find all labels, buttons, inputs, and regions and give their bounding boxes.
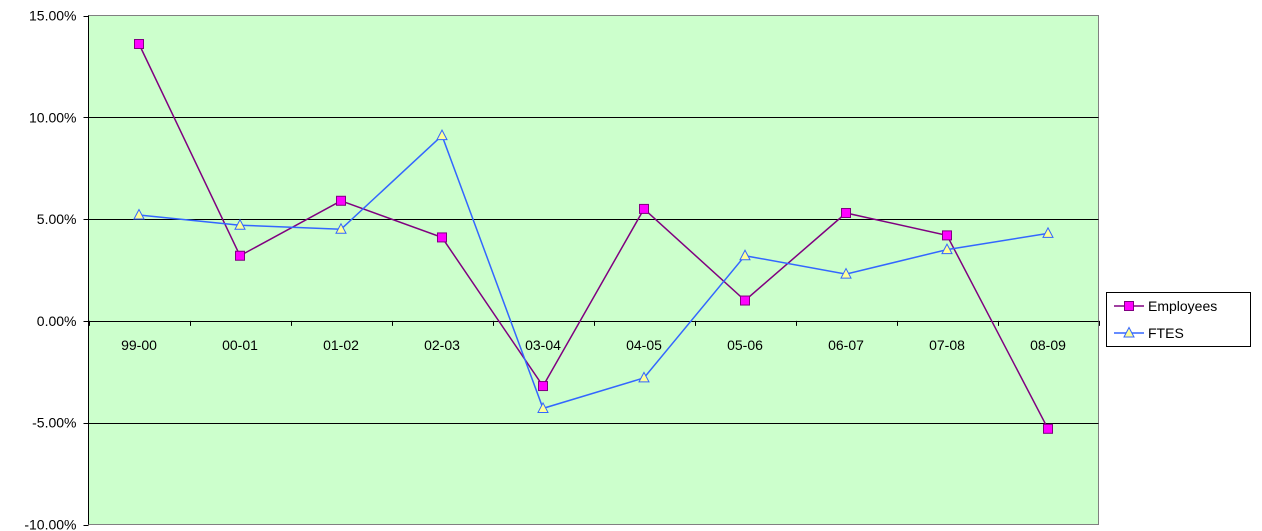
x-tick-label: 04-05 <box>626 337 662 353</box>
y-tick-label: 15.00% <box>29 8 76 24</box>
legend-label-employees: Employees <box>1148 298 1217 314</box>
data-point-employees <box>236 251 245 260</box>
x-tick-label: 06-07 <box>828 337 864 353</box>
data-point-employees <box>337 196 346 205</box>
legend-label-ftes: FTES <box>1148 325 1184 341</box>
y-tick-label: 10.00% <box>29 109 76 125</box>
y-axis-tick-labels: 15.00% 10.00% 5.00% 0.00% -5.00% -10.00% <box>24 8 76 531</box>
y-tick-label: 5.00% <box>37 211 77 227</box>
data-point-employees <box>539 382 548 391</box>
x-tick-label: 01-02 <box>323 337 359 353</box>
data-point-employees <box>842 208 851 217</box>
legend-marker-employees <box>1125 302 1134 311</box>
data-point-employees <box>438 233 447 242</box>
x-tick-label: 03-04 <box>525 337 561 353</box>
x-tick-label: 08-09 <box>1030 337 1066 353</box>
data-point-employees <box>943 231 952 240</box>
plot-area <box>89 16 1099 525</box>
data-point-employees <box>741 296 750 305</box>
data-point-employees <box>640 204 649 213</box>
x-tick-label: 99-00 <box>121 337 157 353</box>
y-tick-label: 0.00% <box>37 313 77 329</box>
legend: Employees FTES <box>1107 293 1251 347</box>
x-tick-label: 00-01 <box>222 337 258 353</box>
x-tick-label: 07-08 <box>929 337 965 353</box>
data-point-employees <box>135 40 144 49</box>
y-tick-label: -5.00% <box>32 415 76 431</box>
x-tick-label: 02-03 <box>424 337 460 353</box>
data-point-employees <box>1044 424 1053 433</box>
y-tick-label: -10.00% <box>24 517 76 531</box>
x-tick-label: 05-06 <box>727 337 763 353</box>
